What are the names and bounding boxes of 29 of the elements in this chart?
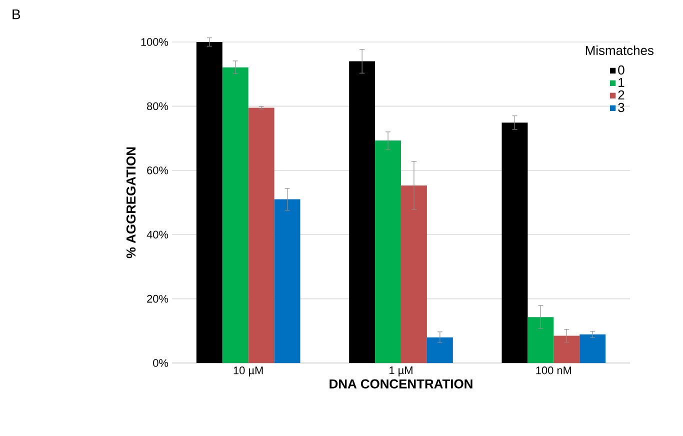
x-tick-label: 10 µM xyxy=(234,366,263,376)
y-axis-title: % AGGREGATION xyxy=(126,147,136,258)
y-tick-label: 0% xyxy=(153,359,168,367)
y-tick-label: 20% xyxy=(147,294,168,303)
bar xyxy=(401,185,427,363)
bar xyxy=(274,199,300,363)
bar xyxy=(196,42,222,363)
text: B xyxy=(12,10,20,20)
legend-label: 2 xyxy=(618,90,624,100)
legend-label: 0 xyxy=(618,65,624,75)
bar xyxy=(375,140,402,363)
y-tick-label: 60% xyxy=(147,166,168,174)
bar xyxy=(580,334,606,363)
bar xyxy=(222,67,248,363)
legend-label: 3 xyxy=(618,102,624,112)
bar xyxy=(554,336,580,363)
y-tick-label: 100% xyxy=(141,38,168,46)
y-tick-label: 80% xyxy=(147,102,168,110)
x-tick-label: 1 µM xyxy=(390,366,412,376)
bar xyxy=(528,317,554,363)
bar xyxy=(502,122,528,363)
legend-label: 1 xyxy=(618,78,624,87)
legend-title: Mismatches xyxy=(586,46,654,56)
bar xyxy=(426,337,453,363)
x-axis-title: DNA CONCENTRATION xyxy=(330,379,472,388)
bar xyxy=(248,108,274,363)
y-tick-label: 40% xyxy=(146,230,168,238)
bar xyxy=(349,61,376,363)
x-tick-label: 100 nM xyxy=(536,366,572,374)
